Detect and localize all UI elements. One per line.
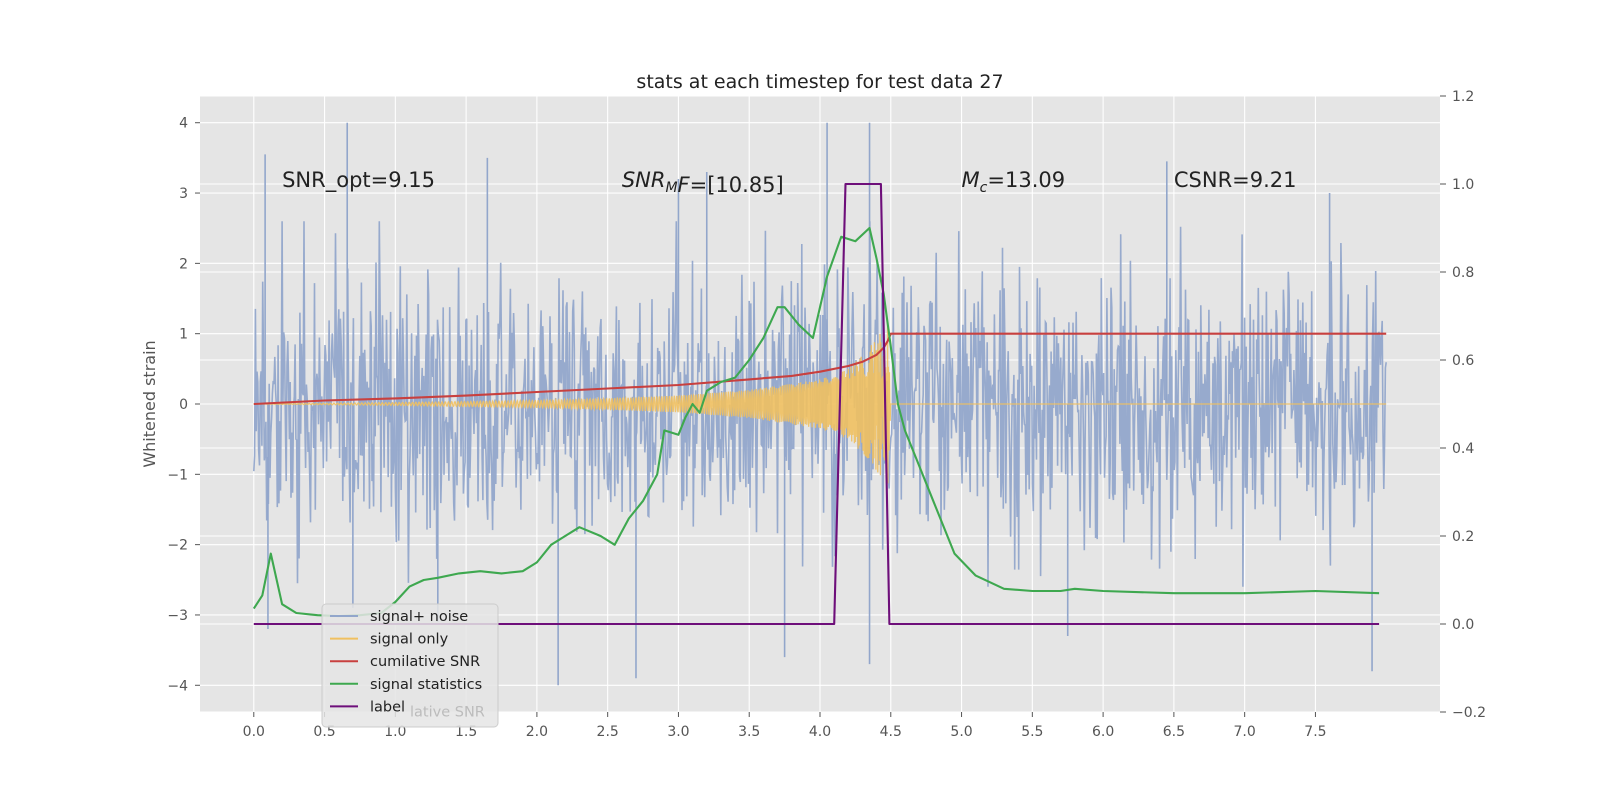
annotations: SNR_opt=9.15 SNRMF=[10.85] Mc=13.09 CSNR=9.… bbox=[282, 168, 1296, 197]
x-tick-label: 7.0 bbox=[1234, 724, 1256, 740]
legend-label: signal+ noise bbox=[370, 609, 468, 625]
series-signal-only bbox=[253, 322, 1387, 484]
annotation-chirp-mass: Mc=13.09 bbox=[962, 168, 1066, 196]
x-tick-label: 2.5 bbox=[597, 724, 619, 740]
x-tick-label: 6.5 bbox=[1163, 724, 1185, 740]
y-tick-label: −3 bbox=[167, 608, 188, 624]
x-tick-label: 5.5 bbox=[1021, 724, 1043, 740]
signal-noise-line bbox=[253, 221, 1387, 587]
cumilative-snr-line bbox=[253, 332, 1387, 406]
y-tick-label: −1 bbox=[167, 467, 188, 483]
axes: 0.0 0.5 1.0 1.5 2.0 2.5 3.0 3.5 4.0 4.5 5.0 5.5 6.0 6… bbox=[167, 89, 1486, 740]
signal-only-line bbox=[253, 322, 1387, 484]
x-tick-label: 0.5 bbox=[313, 724, 335, 740]
x-tick-label: 2.0 bbox=[526, 724, 548, 740]
chart-title: stats at each timestep for test data 27 bbox=[636, 71, 1003, 93]
x-tick-label: 7.5 bbox=[1304, 724, 1326, 740]
y2-tick-label: 1.2 bbox=[1452, 89, 1474, 105]
x-tick-label: 1.0 bbox=[384, 724, 406, 740]
legend-box bbox=[321, 603, 499, 728]
signal-statistics-line bbox=[252, 226, 1380, 618]
y2-tick-label: 0.8 bbox=[1452, 265, 1474, 281]
x-tick-label: 6.0 bbox=[1092, 724, 1114, 740]
y-tick-label: 3 bbox=[179, 186, 188, 202]
legend-label: cumilative SNR bbox=[370, 654, 480, 670]
x-tick-label: 4.5 bbox=[880, 724, 902, 740]
y2-tick-label: 0.0 bbox=[1452, 617, 1474, 633]
annotation-snr-mf: SNRMF=[10.85] bbox=[622, 168, 784, 197]
legend-label: label bbox=[370, 699, 405, 715]
y2-tick-label: −0.2 bbox=[1452, 705, 1486, 721]
legend-hidden-text: lative SNR bbox=[410, 704, 485, 720]
legend-label: signal only bbox=[370, 632, 449, 648]
annotation-csnr: CSNR=9.21 bbox=[1174, 168, 1297, 192]
x-tick-label: 0.0 bbox=[243, 724, 265, 740]
y2-tick-label: 1.0 bbox=[1452, 177, 1474, 193]
y-tick-label: −4 bbox=[167, 678, 188, 694]
y-tick-label: −2 bbox=[167, 538, 188, 554]
series-signal-noise bbox=[253, 122, 1387, 686]
y2-tick-label: 0.2 bbox=[1452, 529, 1474, 545]
y2-tick-label: 0.6 bbox=[1452, 353, 1474, 369]
label-line bbox=[253, 182, 1380, 626]
legend: lative SNR signal+ noise signal only cumila… bbox=[321, 603, 499, 728]
x-tick-label: 5.0 bbox=[950, 724, 972, 740]
x-tick-label: 3.5 bbox=[738, 724, 760, 740]
annotation-snr-opt: SNR_opt=9.15 bbox=[282, 168, 435, 193]
x-tick-label: 3.0 bbox=[667, 724, 689, 740]
y-axis-label: Whitened strain bbox=[140, 340, 159, 467]
legend-label: signal statistics bbox=[370, 677, 482, 693]
y-tick-label: 1 bbox=[179, 327, 188, 343]
x-tick-label: 1.5 bbox=[455, 724, 477, 740]
y-tick-label: 0 bbox=[179, 397, 188, 413]
y-tick-label: 2 bbox=[179, 256, 188, 272]
y2-tick-label: 0.4 bbox=[1452, 441, 1474, 457]
series-lines bbox=[252, 182, 1387, 626]
y-tick-label: 4 bbox=[179, 116, 188, 132]
x-tick-label: 4.0 bbox=[809, 724, 831, 740]
